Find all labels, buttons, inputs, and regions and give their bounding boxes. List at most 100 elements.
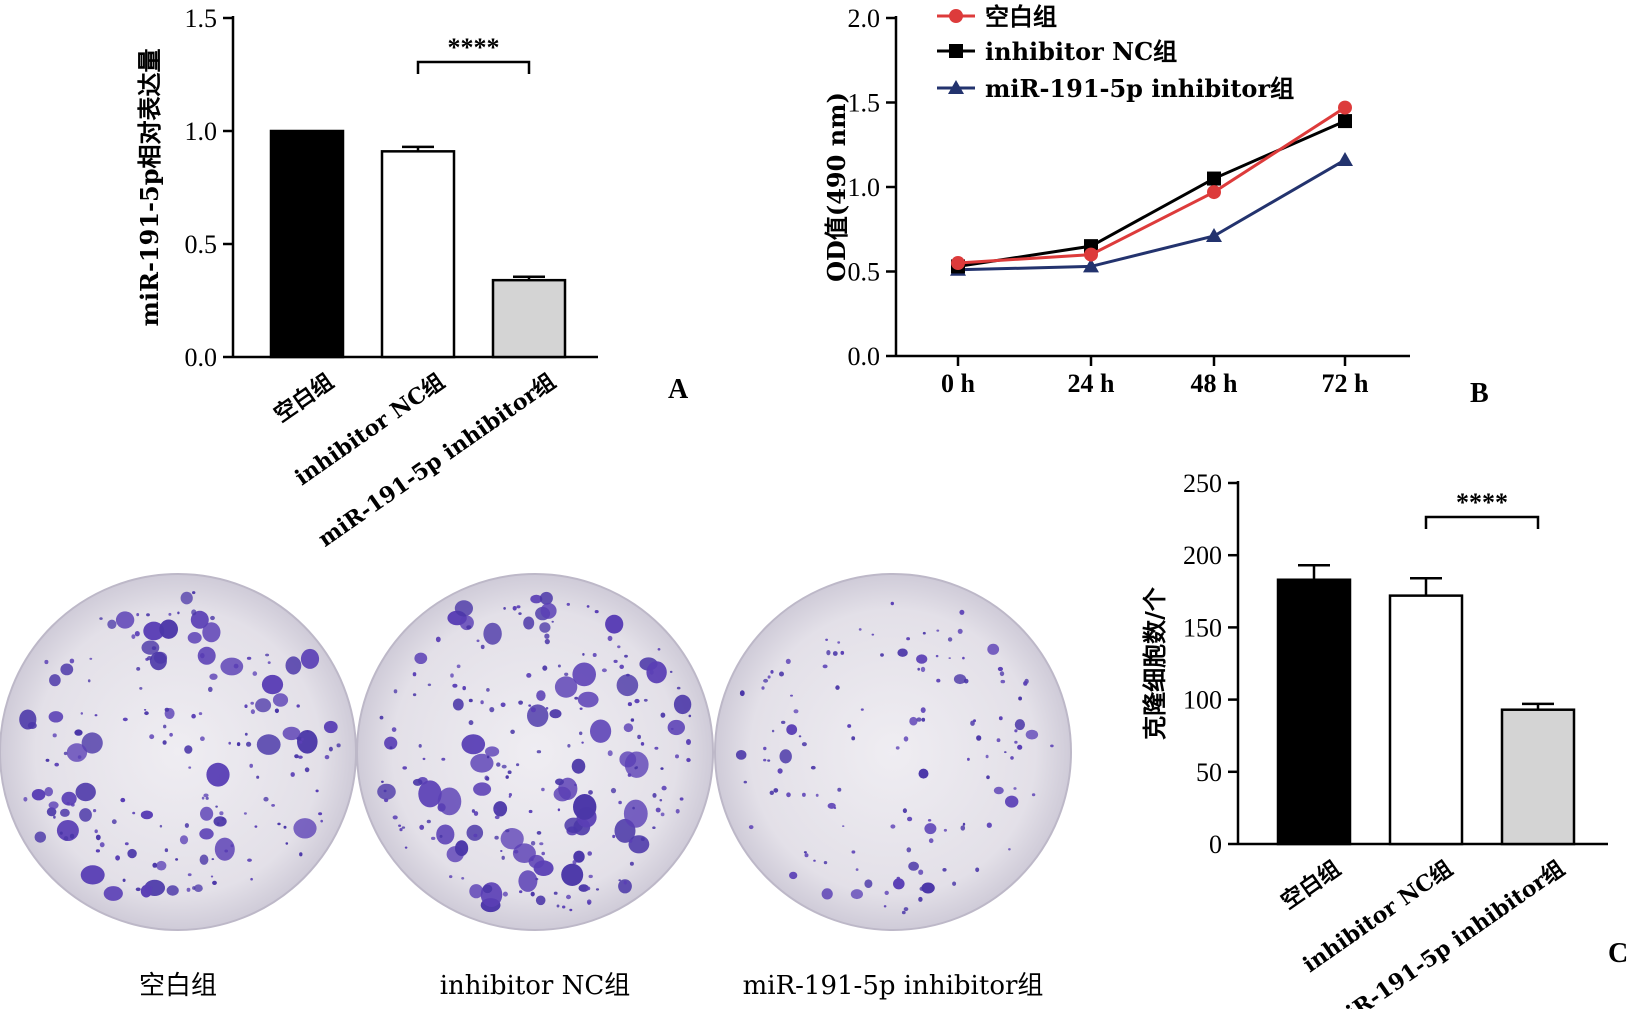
colony-small bbox=[152, 862, 158, 868]
colony-small bbox=[623, 880, 627, 885]
colony-small bbox=[228, 741, 231, 745]
colony-small bbox=[384, 798, 389, 803]
a-significance-bracket bbox=[416, 60, 531, 74]
colony-large bbox=[605, 614, 624, 634]
colony-small bbox=[686, 739, 691, 745]
colony-small bbox=[412, 672, 417, 677]
b-x-tick-label: 24 h bbox=[1068, 369, 1116, 398]
colony-small bbox=[299, 740, 303, 744]
b-legend-label: 空白组 bbox=[985, 2, 1057, 31]
colony-small bbox=[99, 617, 103, 620]
colony-small bbox=[299, 852, 303, 857]
colony-small bbox=[657, 648, 661, 651]
colony-small bbox=[999, 671, 1005, 677]
colony-small bbox=[250, 701, 254, 705]
colony-large bbox=[127, 848, 137, 859]
colony-small bbox=[215, 805, 218, 808]
colony-small bbox=[501, 764, 507, 769]
colony-small bbox=[530, 707, 536, 713]
colony-large bbox=[418, 780, 442, 808]
colony-large bbox=[512, 843, 536, 863]
colony-small bbox=[486, 755, 490, 759]
colony-large bbox=[220, 657, 244, 676]
colony-small bbox=[679, 797, 684, 801]
colony-large bbox=[180, 591, 193, 605]
colony-small bbox=[985, 754, 989, 759]
colony-large bbox=[179, 835, 189, 845]
a-bar bbox=[491, 278, 567, 359]
colony-small bbox=[45, 758, 50, 762]
colony-large bbox=[31, 789, 46, 801]
b-y-tick-label: 0.5 bbox=[848, 258, 881, 287]
colony-small bbox=[624, 654, 628, 658]
colony-small bbox=[63, 751, 68, 756]
colony-small bbox=[208, 686, 213, 693]
colony-small bbox=[89, 657, 93, 660]
colony-small bbox=[146, 613, 150, 617]
colony-small bbox=[773, 788, 779, 793]
b-legend-label: inhibitor NC组 bbox=[985, 37, 1177, 66]
colony-small bbox=[637, 734, 641, 740]
colony-small bbox=[607, 750, 613, 757]
colony-large bbox=[282, 726, 301, 741]
colony-small bbox=[99, 842, 105, 848]
colony-small bbox=[244, 704, 248, 708]
colony-large bbox=[384, 736, 398, 750]
colony-small bbox=[120, 797, 126, 803]
colony-small bbox=[52, 733, 57, 738]
colony-small bbox=[95, 834, 101, 841]
colony-small bbox=[494, 815, 500, 820]
colony-small bbox=[535, 877, 539, 881]
colony-small bbox=[618, 879, 621, 882]
colony-small bbox=[510, 729, 515, 734]
colony-large bbox=[987, 643, 1000, 655]
colony-small bbox=[381, 780, 384, 783]
c-significance-label: **** bbox=[1456, 488, 1508, 517]
colony-small bbox=[136, 613, 140, 617]
b-data-point bbox=[1207, 185, 1221, 200]
colony-large bbox=[412, 778, 423, 786]
colony-small bbox=[392, 815, 398, 820]
colony-large bbox=[673, 694, 692, 715]
colony-small bbox=[449, 875, 453, 879]
a-y-axis-label: miR-191-5p相对表达量 bbox=[135, 49, 164, 327]
colony-small bbox=[675, 809, 680, 814]
colony-large bbox=[48, 801, 59, 810]
colony-small bbox=[810, 765, 816, 770]
colony-small bbox=[660, 812, 665, 817]
colony-small bbox=[957, 628, 963, 634]
colony-small bbox=[505, 775, 509, 779]
colony-large bbox=[184, 745, 193, 754]
colony-small bbox=[1004, 751, 1007, 754]
colony-large bbox=[527, 704, 549, 727]
colony-small bbox=[686, 758, 691, 762]
colony-large bbox=[523, 616, 535, 630]
c-y-tick-label: 0 bbox=[1209, 830, 1222, 859]
colony-large bbox=[79, 808, 92, 822]
colony-small bbox=[274, 708, 279, 714]
colony-small bbox=[907, 816, 913, 822]
colony-small bbox=[802, 792, 806, 797]
colony-small bbox=[402, 766, 408, 770]
colony-small bbox=[919, 886, 925, 891]
colony-small bbox=[655, 807, 661, 813]
colony-large bbox=[153, 651, 168, 664]
colony-small bbox=[551, 620, 554, 623]
c-y-axis-label: 克隆细胞数/个 bbox=[1140, 586, 1169, 740]
colony-small bbox=[967, 757, 970, 761]
colony-small bbox=[566, 894, 571, 900]
colony-small bbox=[669, 670, 673, 674]
colony-small bbox=[473, 811, 479, 816]
colony-small bbox=[93, 809, 97, 813]
colony-small bbox=[399, 828, 403, 832]
colony-small bbox=[1008, 848, 1011, 851]
colony-small bbox=[168, 612, 172, 616]
colony-large bbox=[46, 807, 57, 817]
colony-large bbox=[469, 884, 484, 899]
colony-small bbox=[485, 776, 490, 781]
c-x-tick-label: 空白组 bbox=[1276, 856, 1345, 915]
colony-small bbox=[246, 656, 252, 660]
colony-small bbox=[767, 759, 771, 762]
b-series-line bbox=[957, 158, 1346, 272]
colony-large bbox=[140, 810, 153, 820]
